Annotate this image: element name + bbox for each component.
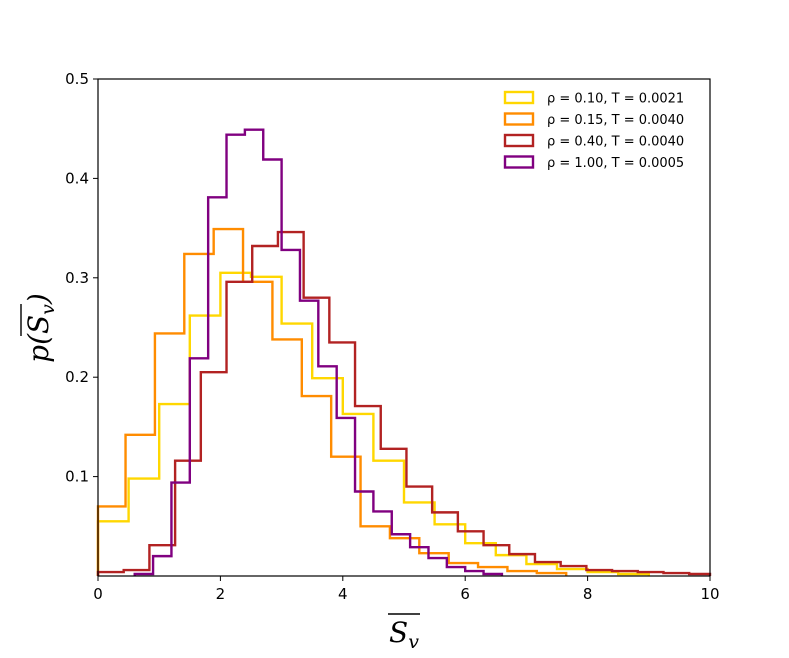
y-tick-label: 0.3 <box>65 269 89 287</box>
series-3-step-line <box>133 128 504 576</box>
y-tick-label: 0.2 <box>65 368 89 386</box>
legend-label-3: ρ = 1.00, T = 0.0005 <box>547 156 684 171</box>
y-tick-label: 0.1 <box>65 468 89 486</box>
x-tick-label: 0 <box>93 585 103 603</box>
series-2-step-line <box>96 230 712 576</box>
ticks-layer: 0 2 4 6 8 10 0.1 0.2 0.3 0.4 0.5 <box>65 70 719 603</box>
legend-swatch-1 <box>503 112 535 126</box>
legend: ρ = 0.10, T = 0.0021 ρ = 0.15, T = 0.0040… <box>503 90 684 171</box>
legend-label-0: ρ = 0.10, T = 0.0021 <box>547 92 684 107</box>
series-0-step-line <box>96 271 650 576</box>
legend-label-2: ρ = 0.40, T = 0.0040 <box>547 135 684 150</box>
plot-frame <box>97 78 711 577</box>
legend-swatch-2 <box>503 133 535 148</box>
series-1-step-line <box>96 227 568 576</box>
x-axis-label: Sv <box>388 613 420 653</box>
legend-swatch-0 <box>503 90 535 105</box>
y-tick-label: 0.5 <box>65 70 89 88</box>
legend-swatch-3 <box>503 155 535 169</box>
x-tick-label: 4 <box>338 585 348 603</box>
y-axis-label: p(Sv) <box>20 293 59 363</box>
y-tick-label: 0.4 <box>65 169 89 187</box>
series-layer <box>96 128 712 576</box>
svg-text:p(Sv): p(Sv) <box>22 293 59 363</box>
x-tick-label: 8 <box>583 585 593 603</box>
x-tick-label: 10 <box>700 585 719 603</box>
x-tick-label: 2 <box>216 585 226 603</box>
x-tick-label: 6 <box>460 585 470 603</box>
svg-text:Sv: Sv <box>389 616 419 653</box>
legend-label-1: ρ = 0.15, T = 0.0040 <box>547 113 684 128</box>
